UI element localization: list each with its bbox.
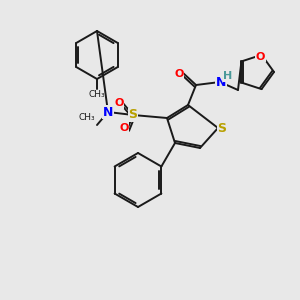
Text: O: O — [174, 69, 184, 79]
Text: N: N — [103, 106, 113, 118]
Text: O: O — [114, 98, 124, 108]
Text: N: N — [216, 76, 226, 88]
Text: O: O — [256, 52, 265, 62]
Text: O: O — [119, 123, 129, 133]
Text: H: H — [224, 71, 232, 81]
Text: S: S — [128, 109, 137, 122]
Text: CH₃: CH₃ — [89, 90, 105, 99]
Text: CH₃: CH₃ — [78, 113, 95, 122]
Text: S: S — [218, 122, 226, 134]
